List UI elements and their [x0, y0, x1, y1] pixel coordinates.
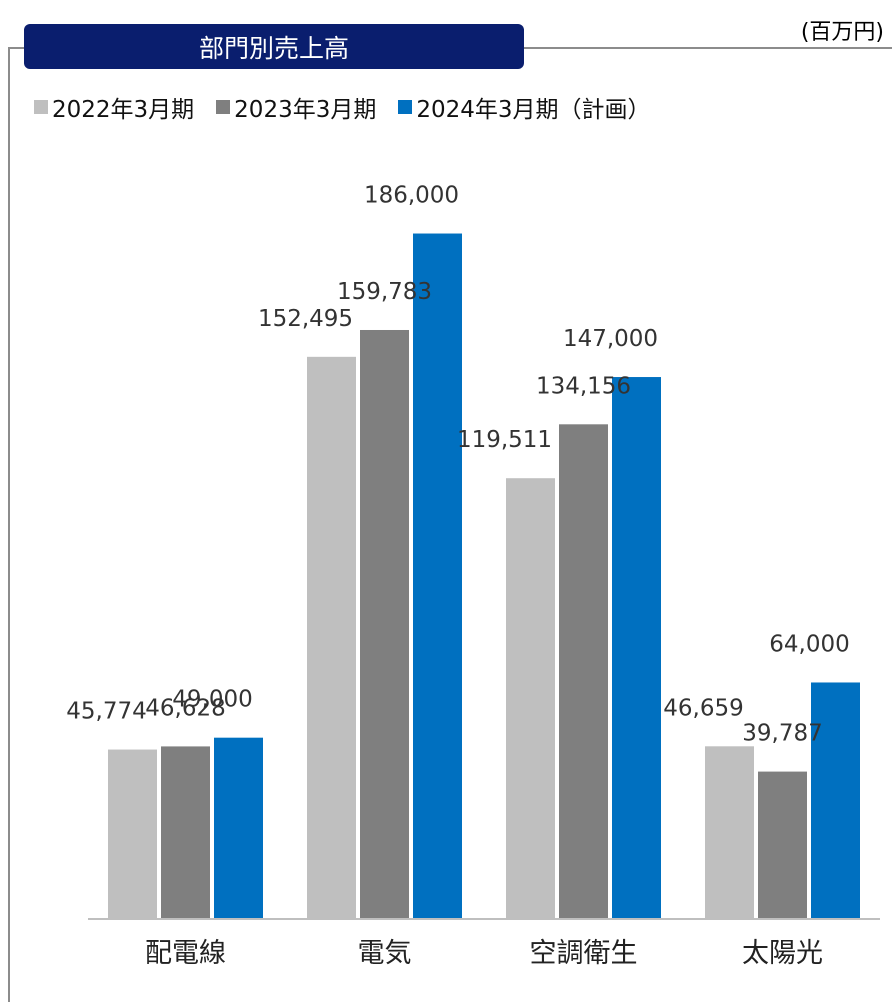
data-label: 119,511: [457, 427, 552, 453]
data-label: 64,000: [769, 631, 849, 657]
bar: [360, 329, 409, 919]
data-label: 134,156: [536, 373, 631, 399]
data-label: 46,628: [145, 695, 225, 721]
category-label: 電気: [358, 938, 412, 969]
frame-left: [8, 47, 10, 1002]
legend-item: 2024年3月期（計画）: [398, 90, 651, 124]
data-label: 46,659: [663, 695, 743, 721]
data-label: 152,495: [258, 306, 353, 332]
data-label: 147,000: [563, 326, 658, 352]
category-label: 配電線: [145, 938, 226, 969]
bar: [108, 749, 157, 918]
data-label: 39,787: [742, 721, 822, 747]
bar: [307, 356, 356, 919]
bar: [214, 737, 263, 918]
bar: [811, 682, 860, 918]
chart-title: 部門別売上高: [24, 24, 524, 69]
legend-swatch: [34, 100, 48, 114]
legend-label: 2023年3月期: [234, 97, 377, 123]
frame-top-right: [524, 47, 892, 49]
bar: [758, 771, 807, 918]
legend-item: 2023年3月期: [216, 90, 376, 124]
legend: 2022年3月期 2023年3月期 2024年3月期（計画）: [34, 90, 673, 124]
legend-label: 2024年3月期（計画）: [416, 97, 651, 123]
category-label: 空調衛生: [530, 938, 638, 969]
bar: [506, 478, 555, 918]
legend-label: 2022年3月期: [52, 97, 195, 123]
frame-top-left: [8, 47, 24, 49]
data-label: 49,000: [172, 687, 252, 713]
data-label: 159,783: [337, 279, 432, 305]
category-label: 太陽光: [742, 938, 823, 969]
bar: [559, 424, 608, 918]
unit-label: (百万円): [800, 20, 884, 45]
bar: [161, 746, 210, 918]
bar: [705, 746, 754, 918]
data-label: 186,000: [364, 183, 459, 209]
bar: [612, 377, 661, 918]
data-label: 45,774: [66, 699, 146, 725]
legend-item: 2022年3月期: [34, 90, 194, 124]
legend-swatch: [216, 100, 231, 114]
bar: [413, 233, 462, 918]
legend-swatch: [398, 100, 413, 114]
